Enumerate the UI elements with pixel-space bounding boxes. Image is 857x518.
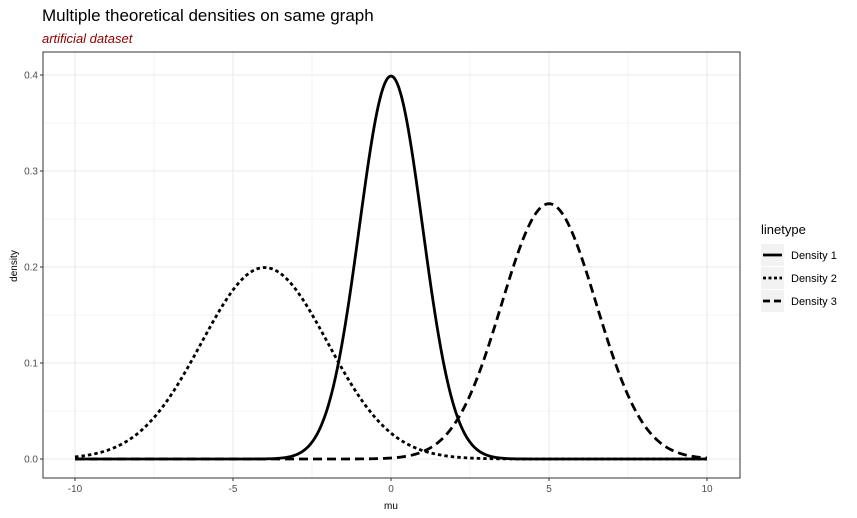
chart-subtitle: artificial dataset bbox=[42, 31, 133, 46]
y-axis: 0.0 0.1 0.2 0.3 0.4 bbox=[24, 71, 43, 466]
legend-label: Density 2 bbox=[791, 273, 837, 285]
y-tick-label: 0.4 bbox=[24, 71, 38, 82]
grid-lines bbox=[43, 52, 740, 478]
x-tick-label: -5 bbox=[229, 484, 238, 495]
y-tick-label: 0.0 bbox=[24, 455, 38, 466]
legend-key-background bbox=[761, 267, 784, 289]
legend-key-background bbox=[761, 290, 784, 312]
y-tick-label: 0.1 bbox=[24, 359, 38, 370]
x-tick-label: 10 bbox=[701, 484, 713, 495]
legend-title: linetype bbox=[761, 222, 806, 237]
x-tick-label: 5 bbox=[546, 484, 552, 495]
y-tick-label: 0.3 bbox=[24, 167, 38, 178]
density-curves bbox=[74, 74, 708, 461]
x-axis: -10 -5 0 5 10 bbox=[68, 478, 713, 495]
x-axis-title: mu bbox=[384, 501, 398, 512]
x-tick-label: 0 bbox=[388, 484, 394, 495]
legend: linetype Density 1 Density 2 Density 3 bbox=[761, 222, 837, 312]
y-axis-title: density bbox=[9, 250, 20, 282]
legend-label: Density 3 bbox=[791, 296, 837, 308]
series-line-density-2 bbox=[74, 266, 707, 461]
y-tick-label: 0.2 bbox=[24, 263, 38, 274]
series-line-density-3 bbox=[75, 202, 708, 461]
legend-label: Density 1 bbox=[791, 250, 837, 262]
x-tick-label: -10 bbox=[68, 484, 83, 495]
chart-title: Multiple theoretical densities on same g… bbox=[42, 6, 374, 25]
